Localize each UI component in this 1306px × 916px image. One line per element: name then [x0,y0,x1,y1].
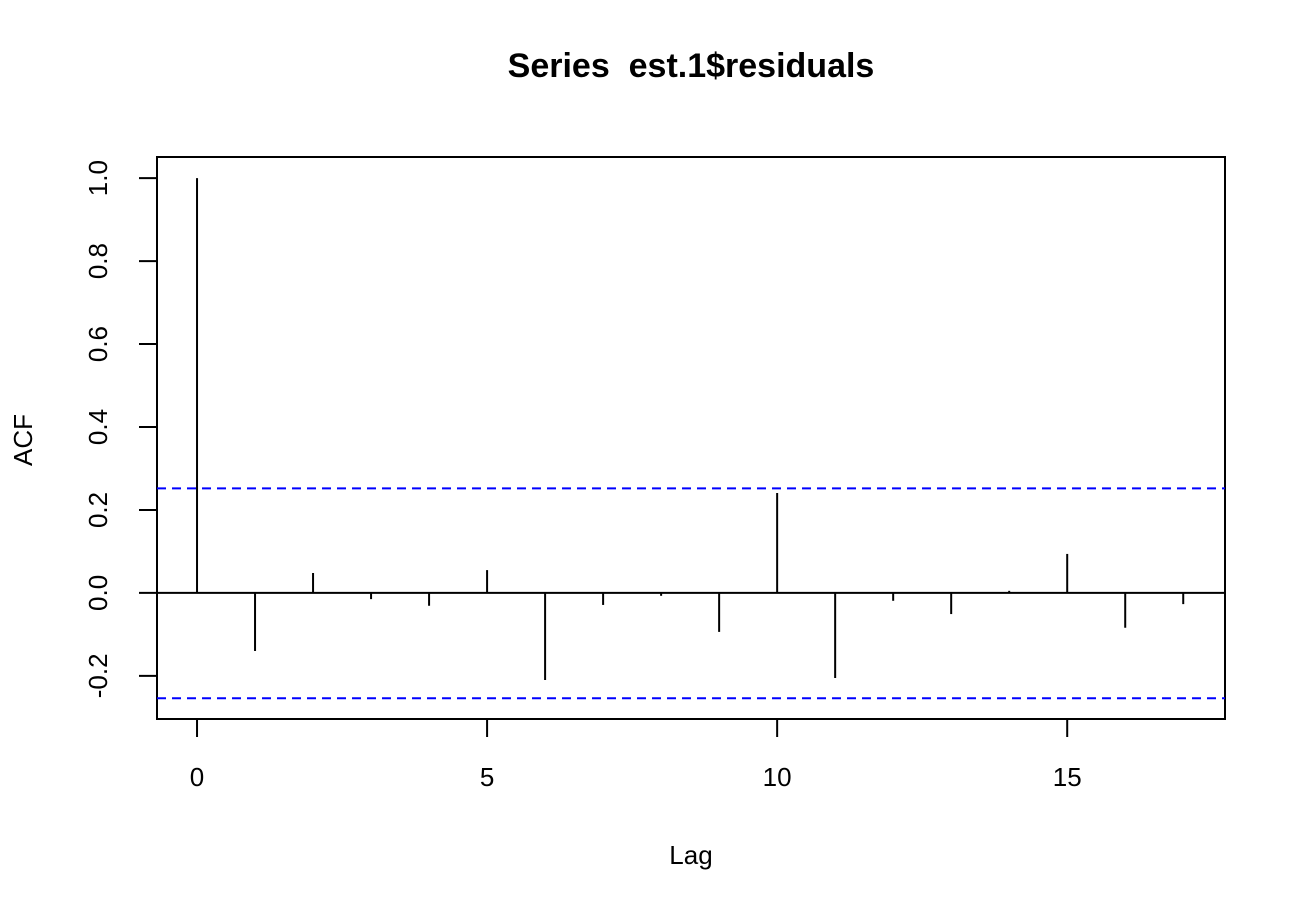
plot-box [156,156,1226,720]
y-tick-label: 0.2 [83,492,113,528]
y-tick-label: 0.4 [83,409,113,445]
x-tick-label: 10 [763,762,792,792]
y-tick-label: 1.0 [83,160,113,196]
y-tick-label: 0.6 [83,326,113,362]
chart-title: Series est.1$residuals [508,47,875,85]
x-tick-label: 0 [190,762,204,792]
x-tick-label: 5 [480,762,494,792]
y-tick-label: -0.2 [83,653,113,698]
y-tick-label: 0.8 [83,243,113,279]
y-axis-label: ACF [8,414,38,466]
y-tick-label: 0.0 [83,575,113,611]
x-axis-label: Lag [669,840,712,870]
x-tick-label: 15 [1053,762,1082,792]
